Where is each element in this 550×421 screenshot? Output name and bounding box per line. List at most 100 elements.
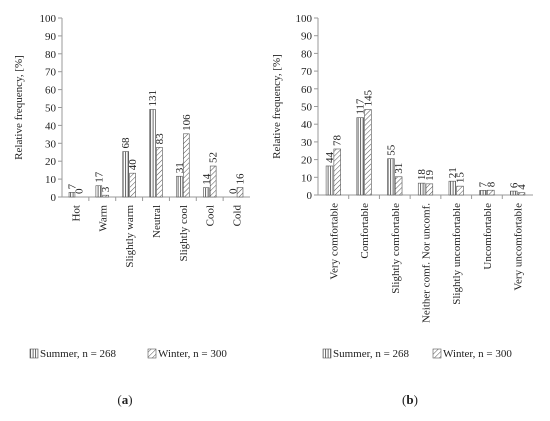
data-label-winter: 16 [235,173,247,185]
data-label-summer: 0 [228,188,240,194]
data-label-summer: 131 [147,90,159,107]
data-label-summer: 7 [66,183,78,189]
data-label-winter: 83 [154,133,166,145]
bar-summer [417,182,426,196]
data-label-winter: 19 [424,169,436,181]
legend-swatch-summer [29,348,39,359]
data-label-summer: 21 [447,167,459,178]
category-label: Cold [232,205,244,227]
data-label-summer: 31 [174,162,186,173]
y-tick-label: 90 [301,31,313,43]
category-label: Uncomfortable [482,203,494,270]
y-tick-label: 100 [296,13,313,25]
data-label-summer: 55 [385,144,397,156]
data-label-winter: 145 [362,90,374,107]
y-tick-label: 20 [45,156,57,168]
bar-summer [387,158,395,196]
category-label: Slightly uncomfortable [451,203,463,305]
bar-winter [156,147,163,198]
y-tick-label: 70 [301,66,313,78]
panel-label-a: (a) [117,392,133,407]
bar-winter [209,165,217,198]
bar-winter [364,109,372,196]
legend-swatch-winter [147,348,157,359]
bar-winter [236,187,244,198]
bar-summer [203,187,210,198]
category-label: Hot [70,205,82,222]
y-tick-label: 70 [45,67,57,79]
y-tick-label: 50 [45,103,57,115]
data-label-winter: 15 [455,172,467,184]
y-tick-label: 10 [45,174,57,186]
category-label: Very comfortable [328,203,340,280]
y-tick-label: 60 [45,85,57,97]
bar-winter [425,183,434,196]
y-tick-label: 50 [301,102,313,114]
data-label-winter: 8 [485,181,497,187]
data-label-summer: 44 [324,151,336,163]
category-label: Cool [205,205,217,226]
bar-winter [487,189,495,196]
legend-swatch-winter [432,348,442,359]
category-label: Neutral [151,205,163,238]
y-tick-label: 20 [301,155,313,167]
y-tick-label: 90 [45,31,57,43]
data-label-winter: 106 [181,114,193,131]
bar-winter [394,176,403,196]
legend-label-summer: Summer, n = 268 [40,348,117,360]
bar-winter [129,172,136,198]
legend-label-winter: Winter, n = 300 [443,348,512,360]
data-label-summer: 14 [201,173,213,185]
legend-label-summer: Summer, n = 268 [333,348,410,360]
legend-swatch-summer [322,348,332,359]
bar-summer [479,190,487,196]
chart-panel-b: 0 10 20 30 40 50 60 70 80 90 100 Relative frequency… [271,13,533,360]
data-label-winter: 52 [208,152,220,163]
panel-label-b: (b) [402,392,418,407]
data-label-summer: 117 [355,98,367,115]
y-tick-label: 80 [301,48,313,60]
bar-winter [456,185,464,196]
data-label-summer: 17 [93,171,105,183]
bar-summer [356,117,364,196]
y-tick-label: 60 [301,84,313,96]
bar-winter [183,133,190,198]
y-tick-label: 80 [45,49,57,61]
bar-winter [517,192,526,196]
data-label-winter: 78 [332,134,344,146]
bar-summer [149,109,156,198]
legend-label-winter: Winter, n = 300 [158,348,227,360]
data-label-winter: 3 [100,186,112,192]
data-label-winter: 4 [516,184,528,190]
data-label-summer: 6 [508,182,520,188]
bar-summer [95,185,103,198]
data-label-winter: 40 [127,159,139,171]
y-tick-label: 30 [301,137,313,149]
bar-summer [122,151,129,198]
category-label: Comfortable [359,203,371,259]
category-label: Very uncomfortable [513,203,525,291]
y-tick-label: 10 [301,172,313,184]
bar-summer [325,165,334,196]
bar-summer [448,180,457,196]
bar-summer [176,175,183,198]
bar-winter [102,194,109,198]
category-label: Neither comf. Nor uncomf. [421,203,433,323]
bar-summer [510,190,518,196]
y-axis-title: Relative frequency, [%] [13,55,25,160]
y-tick-label: 30 [45,138,57,150]
category-label: Slightly warm [124,205,136,268]
y-tick-label: 0 [307,190,313,202]
data-label-winter: 0 [73,188,85,194]
bar-summer [68,192,76,198]
y-tick-label: 100 [40,13,57,25]
category-label: Slightly cool [178,205,190,262]
data-label-summer: 68 [120,137,132,149]
category-label: Slightly comfortable [390,203,402,294]
y-axis-title: Relative frequency, [%] [271,54,283,159]
y-tick-label: 0 [51,192,57,204]
y-tick-label: 40 [45,120,57,132]
data-label-winter: 31 [393,163,405,174]
